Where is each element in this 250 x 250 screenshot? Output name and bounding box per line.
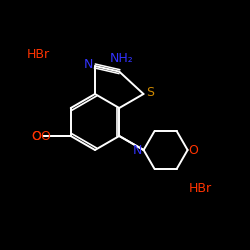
Text: NH₂: NH₂ xyxy=(109,52,133,65)
Text: O: O xyxy=(40,130,50,142)
Text: HBr: HBr xyxy=(26,48,50,62)
Text: S: S xyxy=(146,86,154,100)
Text: N: N xyxy=(83,58,93,71)
Text: O: O xyxy=(31,130,41,142)
Text: O: O xyxy=(189,144,198,156)
Text: N: N xyxy=(133,144,142,156)
Text: HBr: HBr xyxy=(188,182,212,194)
Text: O: O xyxy=(31,130,41,142)
